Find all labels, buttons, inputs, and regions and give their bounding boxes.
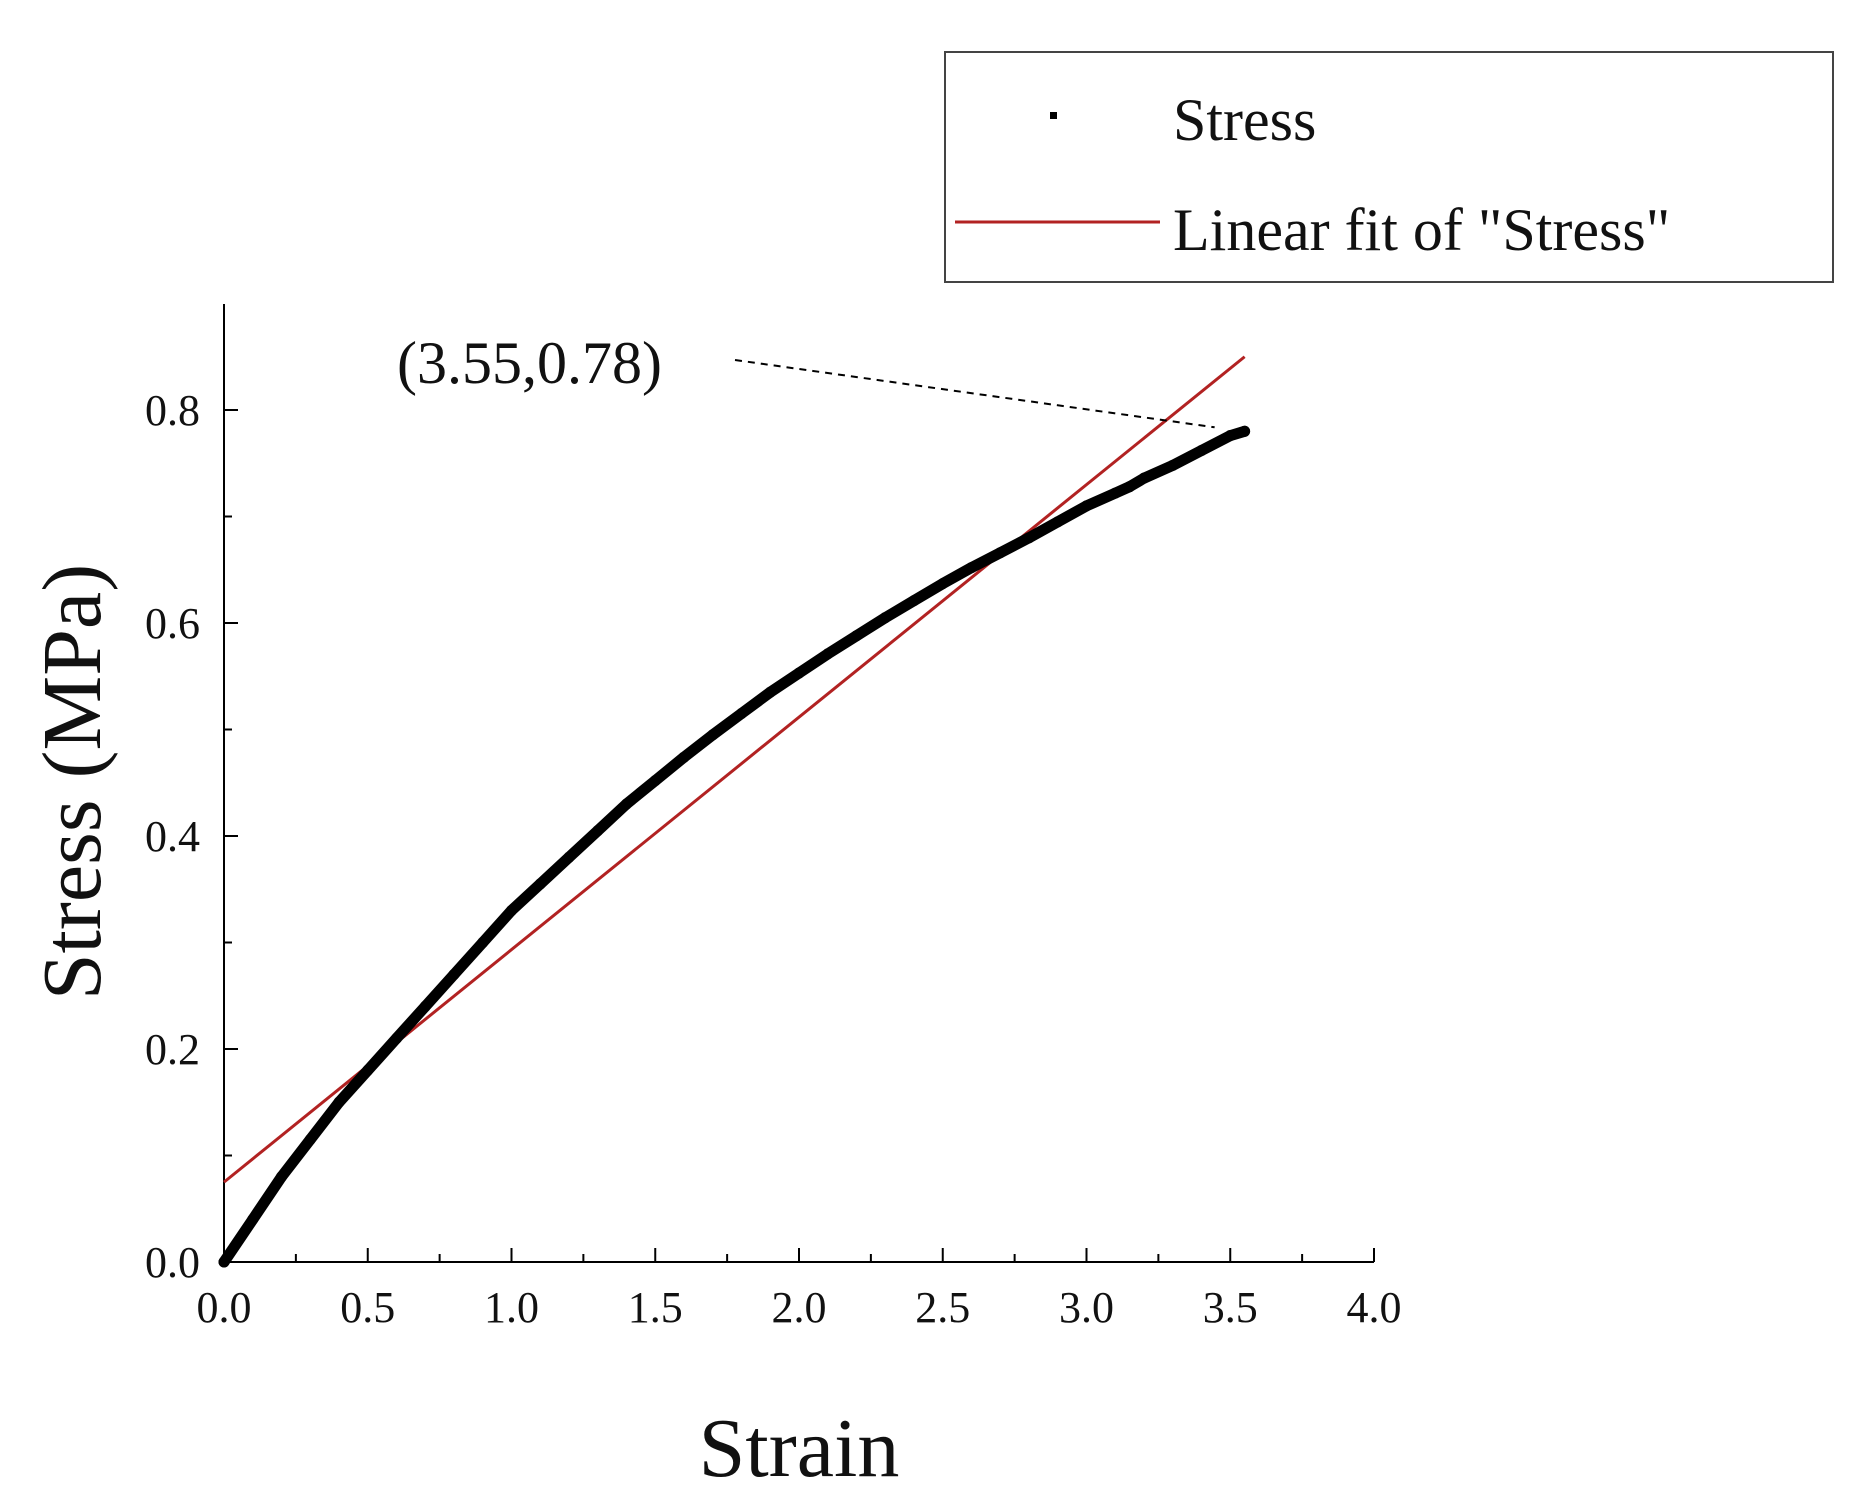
x-tick-label: 1.0 — [484, 1283, 539, 1332]
stress-data-point — [879, 612, 891, 624]
y-tick-label: 0.6 — [145, 599, 200, 648]
stress-data-point — [822, 648, 834, 660]
stress-data-point — [304, 1134, 316, 1146]
stress-data-point — [994, 547, 1006, 559]
stress-data-point — [477, 937, 489, 948]
y-tick-label: 0.8 — [145, 386, 200, 435]
stress-data-point — [1138, 472, 1150, 484]
x-tick-label: 0.0 — [197, 1283, 252, 1332]
stress-data-point — [333, 1096, 345, 1108]
y-axis-label: Stress (MPa) — [26, 564, 119, 1000]
stress-data-point — [937, 578, 949, 590]
stress-data-point — [678, 751, 690, 763]
legend-label-linear-fit: Linear fit of "Stress" — [1173, 197, 1670, 263]
x-tick-label: 3.5 — [1203, 1283, 1258, 1332]
stress-data-point — [391, 1032, 402, 1044]
stress-data-point — [592, 825, 604, 837]
stress-curve — [218, 425, 1251, 1268]
axes: 0.0 0.5 1.0 1.5 2.0 2.5 3.0 3.5 4.0 0.0 0.2 0.4 0.6… — [145, 304, 1402, 1332]
plot-area — [218, 355, 1251, 1268]
stress-data-point — [793, 667, 805, 679]
annotation-leader-line — [734, 359, 1215, 429]
stress-data-point — [218, 1256, 230, 1268]
stress-data-point — [1167, 459, 1179, 471]
legend-marker-stress — [1050, 112, 1057, 119]
stress-data-point — [649, 775, 661, 787]
annotation: (3.55,0.78) — [397, 330, 1215, 429]
stress-data-point — [1196, 444, 1207, 456]
x-tick-label: 2.5 — [915, 1283, 970, 1332]
x-tick-label: 3.0 — [1059, 1283, 1114, 1332]
stress-data-point — [736, 708, 747, 720]
stress-data-point — [448, 968, 460, 980]
stress-data-point — [247, 1213, 259, 1225]
legend: Stress Linear fit of "Stress" — [944, 51, 1834, 283]
stress-data-point — [1052, 516, 1064, 528]
stress-data-point — [362, 1064, 374, 1076]
stress-data-point — [563, 851, 575, 863]
x-tick-label: 4.0 — [1347, 1283, 1402, 1332]
stress-data-point — [1224, 430, 1236, 442]
stress-data-point — [419, 1000, 431, 1012]
stress-data-point — [1124, 481, 1136, 493]
legend-label-stress: Stress — [1173, 87, 1316, 153]
stress-data-point — [534, 878, 546, 890]
x-tick-label: 0.5 — [340, 1283, 395, 1332]
x-tick-label: 1.5 — [628, 1283, 683, 1332]
stress-data-point — [506, 905, 517, 917]
y-tick-label: 0.4 — [145, 812, 200, 861]
y-ticks: 0.0 0.2 0.4 0.6 0.8 — [145, 386, 238, 1287]
y-tick-label: 0.2 — [145, 1025, 200, 1074]
stress-data-point — [908, 595, 920, 607]
stress-data-point — [621, 798, 632, 810]
stress-data-point — [764, 686, 776, 698]
stress-data-point — [1081, 500, 1092, 512]
stress-data-point — [1239, 425, 1251, 437]
stress-data-point — [276, 1171, 287, 1183]
legend-box — [944, 51, 1834, 283]
annotation-label: (3.55,0.78) — [397, 330, 662, 396]
stress-points — [218, 425, 1251, 1268]
x-tick-label: 2.0 — [772, 1283, 827, 1332]
y-tick-label: 0.0 — [145, 1238, 200, 1287]
stress-data-point — [1023, 532, 1035, 544]
stress-data-point — [851, 630, 862, 642]
x-ticks: 0.0 0.5 1.0 1.5 2.0 2.5 3.0 3.5 4.0 — [197, 1248, 1402, 1332]
x-axis-label: Strain — [699, 1402, 900, 1495]
stress-data-point — [707, 729, 719, 741]
stress-data-point — [966, 562, 977, 574]
stress-data-point — [1109, 487, 1121, 499]
